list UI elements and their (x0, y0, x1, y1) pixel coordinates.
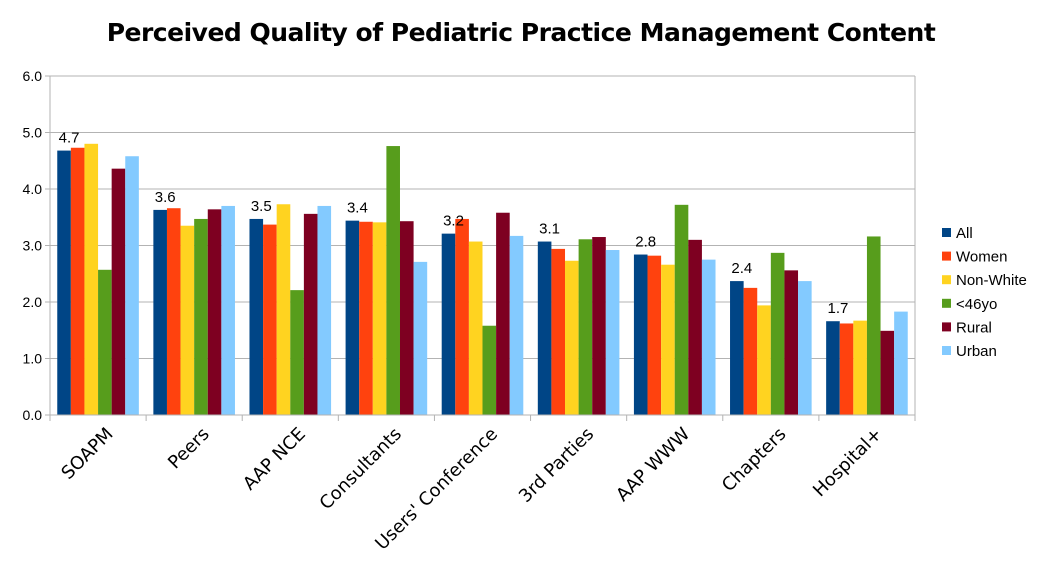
bar-all (345, 220, 360, 415)
bar-urban (798, 281, 812, 415)
bar-nonwhite (853, 320, 867, 415)
data-label: 3.1 (539, 221, 560, 238)
bar-46yo (290, 290, 304, 415)
x-category-label: AAP WWW (612, 424, 694, 506)
x-category-label: 3rd Parties (515, 424, 598, 507)
data-label: 3.2 (443, 213, 464, 230)
bars (57, 143, 908, 416)
chart-title: Perceived Quality of Pediatric Practice … (106, 18, 936, 47)
bar-all (57, 150, 71, 415)
legend-swatch (942, 298, 951, 308)
bar-nonwhite (565, 260, 579, 415)
bar-urban (221, 205, 235, 415)
bar-all (153, 209, 167, 415)
bar-46yo (578, 239, 593, 415)
bar-rural (688, 239, 702, 415)
y-tick-label: 6.0 (23, 68, 43, 84)
data-label: 3.6 (155, 189, 176, 206)
bar-women (263, 224, 277, 415)
legend-label: All (956, 225, 973, 242)
bar-nonwhite (276, 204, 291, 415)
bar-46yo (194, 218, 208, 415)
axes (45, 75, 916, 421)
bar-urban (125, 156, 139, 416)
bar-all (441, 233, 456, 415)
legend-swatch (942, 322, 951, 332)
bar-46yo (386, 146, 400, 415)
bar-all (633, 254, 648, 415)
bar-46yo (98, 269, 112, 415)
bar-nonwhite (84, 143, 99, 416)
y-tick-label: 4.0 (23, 181, 43, 197)
bar-nonwhite (372, 222, 387, 415)
bar-women (647, 255, 662, 415)
data-label: 2.8 (635, 234, 656, 251)
bar-women (455, 218, 469, 415)
y-tick-label: 2.0 (23, 294, 43, 310)
bar-46yo (866, 236, 881, 415)
y-tick-label: 5.0 (23, 125, 43, 141)
bar-women (551, 248, 566, 415)
y-tick-label: 0.0 (23, 407, 43, 423)
legend-label: <46yo (956, 296, 997, 313)
bar-all (730, 281, 744, 415)
x-category-label: Consultants (316, 424, 406, 514)
bar-46yo (770, 252, 785, 415)
bar-rural (399, 221, 414, 415)
bar-all (537, 241, 552, 415)
data-label: 4.7 (59, 130, 80, 147)
y-tick-label: 1.0 (23, 351, 43, 367)
bar-women (70, 147, 85, 415)
legend-swatch (942, 346, 951, 355)
legend-label: Rural (956, 319, 992, 336)
bar-rural (592, 237, 606, 415)
bar-women (166, 208, 181, 415)
data-label: 1.7 (828, 300, 849, 317)
bar-nonwhite (757, 305, 771, 415)
legend-swatch (942, 275, 951, 285)
bar-women (839, 323, 854, 415)
x-category-label: SOAPM (57, 424, 117, 484)
bar-urban (317, 205, 332, 415)
bar-all (249, 218, 264, 415)
legend-label: Urban (956, 343, 997, 360)
bar-urban (605, 250, 620, 415)
data-label: 2.4 (731, 260, 752, 277)
bar-nonwhite (468, 241, 483, 415)
bar-nonwhite (180, 225, 195, 415)
bar-rural (207, 209, 222, 415)
legend-swatch (942, 251, 951, 261)
bar-rural (496, 212, 510, 415)
bar-urban (413, 261, 428, 415)
x-category-label: Peers (164, 424, 214, 474)
bar-46yo (482, 325, 497, 415)
x-category-label: Chapters (718, 424, 790, 496)
bar-women (359, 221, 373, 415)
bar-urban (894, 311, 908, 415)
legend-label: Non-White (956, 272, 1027, 289)
x-category-label: Hospital+ (809, 424, 886, 501)
bar-rural (111, 168, 126, 415)
bar-rural (784, 270, 799, 415)
bar-nonwhite (661, 264, 675, 415)
y-tick-label: 3.0 (23, 238, 43, 254)
bar-rural (880, 330, 895, 415)
legend-swatch (942, 228, 951, 237)
data-label: 3.5 (251, 198, 272, 215)
bar-urban (509, 235, 524, 415)
data-label: 3.4 (347, 200, 368, 217)
bar-46yo (674, 204, 689, 415)
x-category-label: AAP NCE (239, 424, 310, 495)
bar-urban (701, 259, 716, 415)
legend-label: Women (956, 249, 1007, 266)
bar-all (826, 321, 840, 415)
bar-rural (303, 213, 318, 415)
bar-women (743, 287, 758, 415)
legend: All Women Non-White <46yo Rural Urban (942, 225, 1027, 360)
